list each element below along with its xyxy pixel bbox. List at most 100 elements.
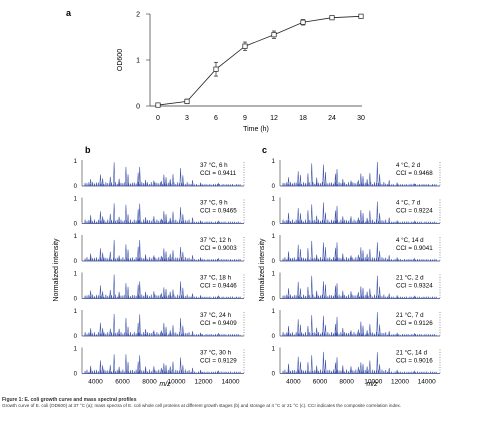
x-tick-label: 4000 bbox=[286, 379, 301, 386]
y-tick-label: 1 bbox=[74, 197, 78, 203]
y-tick-label: 0 bbox=[272, 222, 276, 228]
y-tick-label: 1 bbox=[74, 159, 78, 165]
x-tick-label: 8000 bbox=[142, 379, 157, 386]
caption-text: Growth curve of E. coli (OD600) at 37 °C… bbox=[2, 403, 402, 408]
x-tick-label: 10000 bbox=[167, 379, 185, 386]
data-point bbox=[242, 43, 248, 49]
spectrum-condition-label: 37 °C, 6 h bbox=[200, 162, 228, 169]
y-tick-label: 0 bbox=[74, 222, 78, 228]
spectrum-condition-label: 37 °C, 18 h bbox=[200, 275, 232, 282]
y-tick-label: 1 bbox=[74, 309, 78, 315]
x-axis-label-b: m/z bbox=[159, 381, 171, 388]
y-tick-label-a: 0 bbox=[136, 104, 140, 111]
x-tick-label: 14000 bbox=[418, 379, 436, 386]
x-tick-label-a: 9 bbox=[243, 115, 247, 122]
spectrum-cci-label: CCI = 0.9224 bbox=[396, 208, 433, 215]
data-point bbox=[155, 102, 161, 108]
spectrum-condition-label: 21 °C, 14 d bbox=[396, 350, 428, 357]
spectrum-cci-label: CCI = 0.9324 bbox=[396, 283, 433, 290]
data-point bbox=[329, 15, 335, 21]
spectrum-cci-label: CCI = 0.9468 bbox=[396, 170, 433, 177]
y-tick-label: 1 bbox=[272, 309, 276, 315]
y-tick-label: 1 bbox=[74, 234, 78, 240]
x-tick-label: 12000 bbox=[194, 379, 212, 386]
panel-label-c: c bbox=[262, 145, 267, 155]
spectrum-trace bbox=[82, 313, 244, 337]
spectrum-cci-label: CCI = 0.9409 bbox=[200, 320, 237, 327]
data-point bbox=[184, 98, 190, 104]
x-tick-label-a: 18 bbox=[299, 115, 307, 122]
y-tick-label-a: 1 bbox=[136, 58, 140, 65]
y-tick-label: 0 bbox=[74, 184, 78, 190]
data-point bbox=[300, 19, 306, 25]
y-tick-label: 0 bbox=[272, 259, 276, 265]
spectrum-trace bbox=[82, 354, 244, 374]
y-tick-label: 1 bbox=[74, 272, 78, 278]
y-tick-label: 0 bbox=[74, 297, 78, 303]
y-tick-label: 1 bbox=[74, 347, 78, 353]
spectrum-condition-label: 4 °C, 14 d bbox=[396, 237, 424, 244]
panel-label-b: b bbox=[85, 145, 91, 155]
spectrum-condition-label: 37 °C, 9 h bbox=[200, 200, 228, 207]
spectrum-cci-label: CCI = 0.9041 bbox=[396, 245, 433, 252]
growth-curve-panel: a 012 0 3 6 9 12 18 24 30 OD600 Time (h) bbox=[66, 8, 365, 133]
spectrum-cci-label: CCI = 0.9446 bbox=[200, 283, 237, 290]
y-axis-label-c: Normalized intensity bbox=[259, 238, 266, 302]
x-tick-label: 14000 bbox=[221, 379, 239, 386]
caption-title: Figure 1: E. coli growth curve and mass … bbox=[2, 397, 137, 403]
spectrum-trace bbox=[82, 162, 244, 187]
y-tick-label: 1 bbox=[272, 159, 276, 165]
y-tick-label: 0 bbox=[74, 372, 78, 378]
spectrum-condition-label: 21 °C, 7 d bbox=[396, 312, 424, 319]
data-point bbox=[271, 32, 277, 38]
y-tick-label: 1 bbox=[272, 234, 276, 240]
x-axis-label-c: m/z bbox=[366, 381, 378, 388]
figure-caption: Figure 1: E. coli growth curve and mass … bbox=[2, 397, 498, 409]
spectrum-condition-label: 4 °C, 2 d bbox=[396, 162, 421, 169]
spectrum-condition-label: 21 °C, 2 d bbox=[396, 275, 424, 282]
y-tick-label: 1 bbox=[272, 347, 276, 353]
spectrum-trace bbox=[280, 312, 440, 337]
spectrum-condition-label: 37 °C, 30 h bbox=[200, 350, 232, 357]
y-tick-label: 1 bbox=[272, 272, 276, 278]
spectrum-trace bbox=[82, 239, 244, 262]
spectrum-cci-label: CCI = 0.9129 bbox=[200, 358, 237, 365]
spectrum-cci-label: CCI = 0.9411 bbox=[200, 170, 237, 177]
y-tick-label: 0 bbox=[272, 184, 276, 190]
spectra-panel-growth: b Normalized intensity m/z 01 37 °C, 6 hC… bbox=[53, 145, 245, 388]
y-tick-label: 0 bbox=[272, 334, 276, 340]
spectrum-cci-label: CCI = 0.9126 bbox=[396, 320, 433, 327]
y-tick-label: 0 bbox=[272, 297, 276, 303]
y-tick-label: 1 bbox=[272, 197, 276, 203]
x-tick-label-a: 6 bbox=[214, 115, 218, 122]
spectrum-cci-label: CCI = 0.9465 bbox=[200, 208, 237, 215]
x-tick-label: 4000 bbox=[88, 379, 103, 386]
spectrum-trace bbox=[280, 275, 440, 299]
x-tick-label: 6000 bbox=[313, 379, 328, 386]
spectrum-condition-label: 37 °C, 24 h bbox=[200, 312, 232, 319]
growth-curve-line bbox=[157, 15, 362, 106]
x-axis-label-a: Time (h) bbox=[243, 126, 269, 133]
spectrum-cci-label: CCI = 0.9016 bbox=[396, 358, 433, 365]
x-tick-label: 6000 bbox=[115, 379, 130, 386]
panel-label-a: a bbox=[66, 8, 72, 18]
x-tick-label-a: 24 bbox=[328, 115, 336, 122]
x-tick-label-a: 3 bbox=[185, 115, 189, 122]
y-axis-label-b: Normalized intensity bbox=[53, 238, 60, 302]
spectrum-trace bbox=[280, 201, 440, 224]
spectrum-trace bbox=[280, 162, 440, 187]
x-tick-label-a: 30 bbox=[357, 115, 365, 122]
spectrum-trace bbox=[280, 240, 440, 262]
